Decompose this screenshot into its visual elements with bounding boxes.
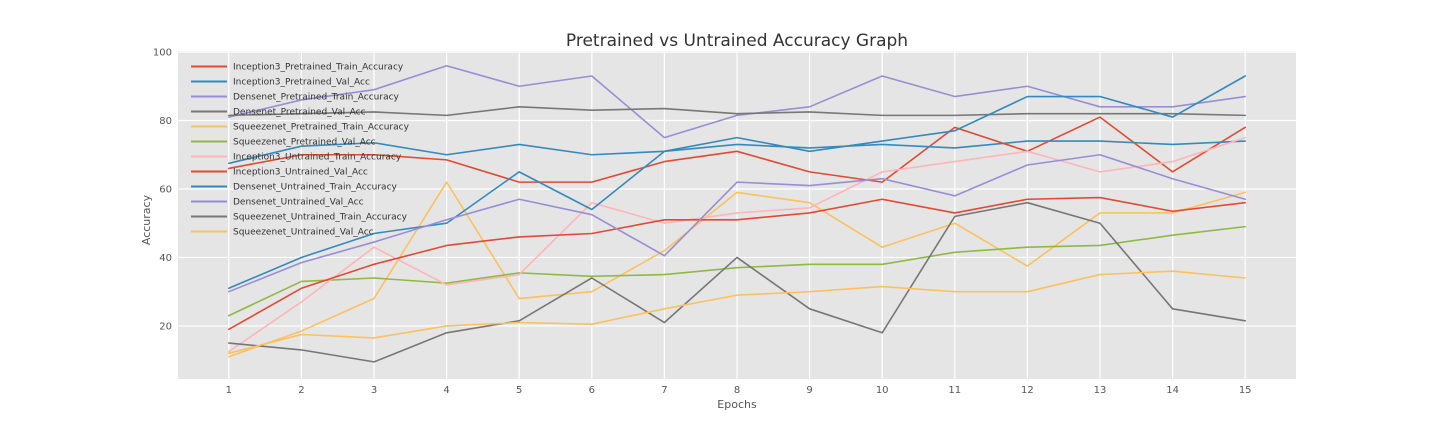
x-tick-label: 1: [226, 385, 232, 396]
series-line-Squeezenet_Untrained_Val_Acc: [228, 270, 1246, 355]
series-line-Inception3_Pretrained_Train_Accuracy: [228, 116, 1246, 183]
y-tick-label: 40: [159, 253, 172, 264]
legend-label: Squeezenet_Pretrained_Train_Accuracy: [233, 123, 410, 133]
legend-item: Densenet_Pretrained_Train_Accuracy: [191, 93, 400, 103]
legend-label: Squeezenet_Pretrained_Val_Acc: [233, 138, 376, 148]
series-line-Inception3_Untrained_Train_Accuracy: [228, 136, 1246, 353]
x-tick-label: 13: [1094, 385, 1107, 396]
legend-label: Inception3_Untrained_Train_Accuracy: [233, 153, 402, 163]
legend-label: Densenet_Untrained_Train_Accuracy: [233, 183, 398, 193]
legend-label: Densenet_Pretrained_Train_Accuracy: [233, 93, 400, 103]
series-lines-layer: [228, 64, 1246, 363]
legend-label: Squeezenet_Untrained_Train_Accuracy: [233, 213, 408, 223]
x-tick-label: 7: [661, 385, 667, 396]
x-tick-label: 15: [1239, 385, 1252, 396]
x-tick-label: 4: [443, 385, 449, 396]
series-line-Densenet_Pretrained_Train_Accuracy: [228, 64, 1246, 139]
x-axis-label: Epochs: [717, 398, 757, 411]
legend-item: Inception3_Untrained_Val_Acc: [191, 168, 368, 178]
legend: Inception3_Pretrained_Train_Accuracy Ince…: [191, 63, 410, 238]
x-tick-label: 10: [876, 385, 889, 396]
series-line-Squeezenet_Untrained_Train_Accuracy: [228, 201, 1246, 363]
series-line-Densenet_Untrained_Val_Acc: [228, 153, 1246, 293]
legend-label: Densenet_Pretrained_Val_Acc: [233, 108, 366, 118]
legend-item: Densenet_Pretrained_Val_Acc: [191, 108, 366, 118]
x-tick-label: 9: [806, 385, 812, 396]
legend-item: Densenet_Untrained_Val_Acc: [191, 198, 364, 208]
legend-label: Inception3_Pretrained_Val_Acc: [233, 78, 370, 88]
legend-item: Inception3_Pretrained_Val_Acc: [191, 78, 370, 88]
legend-item: Squeezenet_Pretrained_Val_Acc: [191, 138, 376, 148]
gridlines-layer: [178, 51, 1296, 379]
y-tick-label: 20: [159, 321, 172, 332]
legend-label: Squeezenet_Untrained_Val_Acc: [233, 228, 374, 238]
legend-label: Densenet_Untrained_Val_Acc: [233, 198, 364, 208]
legend-item: Squeezenet_Untrained_Train_Accuracy: [191, 213, 408, 223]
x-tick-label: 8: [734, 385, 740, 396]
x-tick-label: 2: [298, 385, 304, 396]
x-tick-label: 3: [371, 385, 377, 396]
series-line-Densenet_Pretrained_Val_Acc: [228, 106, 1246, 117]
x-tick-label: 12: [1021, 385, 1034, 396]
x-tick-label: 5: [516, 385, 522, 396]
y-tick-label: 80: [159, 116, 172, 127]
legend-item: Inception3_Untrained_Train_Accuracy: [191, 153, 402, 163]
x-tick-label: 11: [948, 385, 961, 396]
y-tick-label: 60: [159, 184, 172, 195]
legend-item: Inception3_Pretrained_Train_Accuracy: [191, 63, 404, 73]
y-axis-label: Accuracy: [140, 194, 153, 245]
legend-item: Squeezenet_Untrained_Val_Acc: [191, 228, 374, 238]
series-line-Inception3_Untrained_Val_Acc: [228, 196, 1246, 331]
x-tick-label: 14: [1166, 385, 1179, 396]
series-line-Densenet_Untrained_Train_Accuracy: [228, 75, 1246, 290]
series-line-Squeezenet_Pretrained_Val_Acc: [228, 225, 1246, 317]
y-tick-label: 100: [153, 48, 172, 59]
series-line-Inception3_Pretrained_Val_Acc: [228, 140, 1246, 165]
x-tick-label: 6: [589, 385, 595, 396]
legend-label: Inception3_Untrained_Val_Acc: [233, 168, 368, 178]
legend-item: Densenet_Untrained_Train_Accuracy: [191, 183, 398, 193]
chart-title: Pretrained vs Untrained Accuracy Graph: [566, 31, 908, 51]
legend-label: Inception3_Pretrained_Train_Accuracy: [233, 63, 404, 73]
legend-item: Squeezenet_Pretrained_Train_Accuracy: [191, 123, 410, 133]
